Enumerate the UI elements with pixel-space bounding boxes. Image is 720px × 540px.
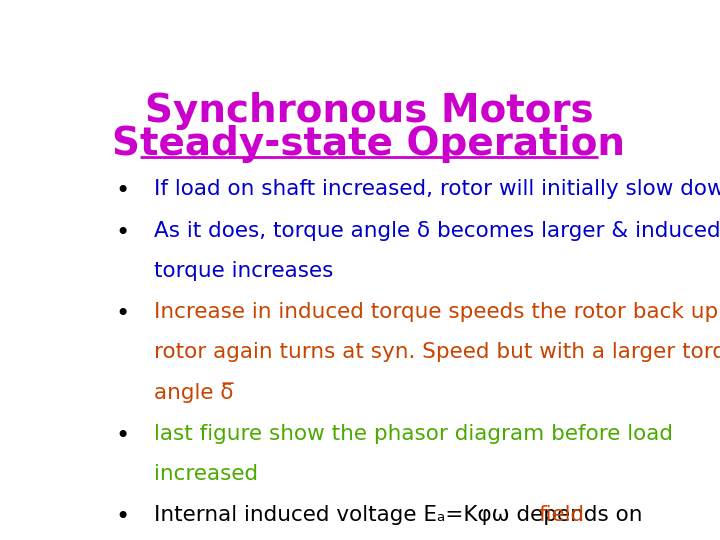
Text: As it does, torque angle δ becomes larger & induced: As it does, torque angle δ becomes large… [154, 221, 720, 241]
Text: •: • [115, 221, 130, 245]
Text: last figure show the phasor diagram before load: last figure show the phasor diagram befo… [154, 424, 673, 444]
Text: Steady-state Operation: Steady-state Operation [112, 125, 626, 163]
Text: increased: increased [154, 463, 258, 483]
Text: field: field [538, 505, 584, 525]
Text: Increase in induced torque speeds the rotor back up, &: Increase in induced torque speeds the ro… [154, 302, 720, 322]
Text: •: • [115, 505, 130, 529]
Text: •: • [115, 424, 130, 448]
Text: •: • [115, 179, 130, 203]
Text: If load on shaft increased, rotor will initially slow down: If load on shaft increased, rotor will i… [154, 179, 720, 199]
Text: rotor again turns at syn. Speed but with a larger torque: rotor again turns at syn. Speed but with… [154, 342, 720, 362]
Text: •: • [115, 302, 130, 326]
Text: Synchronous Motors: Synchronous Motors [145, 92, 593, 130]
Text: Internal induced voltage Eₐ=Kφω depends on: Internal induced voltage Eₐ=Kφω depends … [154, 505, 649, 525]
Text: angle δ̅: angle δ̅ [154, 382, 234, 403]
Text: torque increases: torque increases [154, 261, 333, 281]
